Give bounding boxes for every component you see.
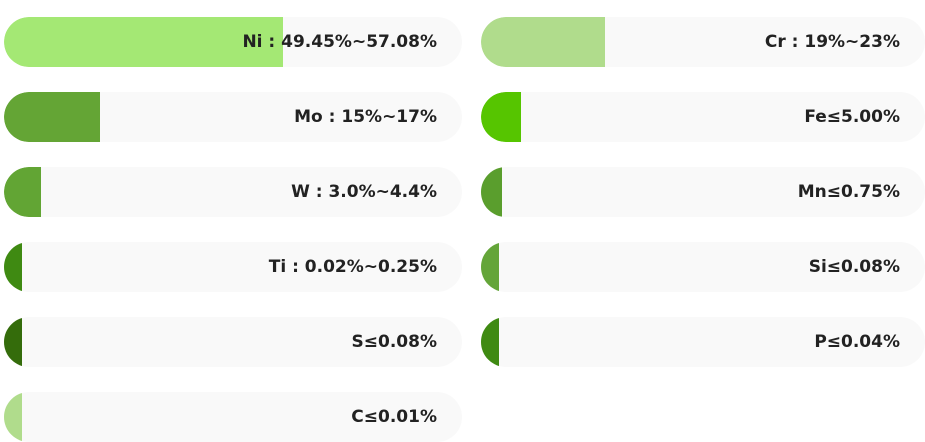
bar-fill bbox=[4, 317, 23, 367]
bar-label: Ni : 49.45%~57.08% bbox=[242, 32, 437, 52]
bar-label: Cr : 19%~23% bbox=[764, 32, 900, 52]
bar-track: Cr : 19%~23% bbox=[481, 17, 925, 67]
bar-track: Mo : 15%~17% bbox=[4, 92, 462, 142]
bar-label: Si≤0.08% bbox=[808, 257, 900, 277]
bar-fill bbox=[481, 17, 606, 67]
bar-fill bbox=[481, 167, 502, 217]
bar-label: Mo : 15%~17% bbox=[294, 107, 437, 127]
bar-track: W : 3.0%~4.4% bbox=[4, 167, 462, 217]
bar-fill bbox=[481, 92, 521, 142]
bar-fill bbox=[4, 92, 101, 142]
bar-fill bbox=[4, 17, 284, 67]
bar-label: Fe≤5.00% bbox=[804, 107, 900, 127]
bar-track: Fe≤5.00% bbox=[481, 92, 925, 142]
bar-track: Si≤0.08% bbox=[481, 242, 925, 292]
bar-label: C≤0.01% bbox=[351, 407, 437, 427]
bar-fill bbox=[4, 392, 23, 442]
bar-track: Ti : 0.02%~0.25% bbox=[4, 242, 462, 292]
bar-track: S≤0.08% bbox=[4, 317, 462, 367]
bar-label: W : 3.0%~4.4% bbox=[291, 182, 437, 202]
bar-track: Mn≤0.75% bbox=[481, 167, 925, 217]
bar-fill bbox=[4, 167, 41, 217]
bar-label: Ti : 0.02%~0.25% bbox=[268, 257, 437, 277]
bar-fill bbox=[481, 317, 499, 367]
bar-track: Ni : 49.45%~57.08% bbox=[4, 17, 462, 67]
bar-label: P≤0.04% bbox=[814, 332, 900, 352]
bar-label: S≤0.08% bbox=[351, 332, 437, 352]
bar-track: P≤0.04% bbox=[481, 317, 925, 367]
bar-label: Mn≤0.75% bbox=[797, 182, 900, 202]
bar-fill bbox=[4, 242, 23, 292]
bar-track: C≤0.01% bbox=[4, 392, 462, 442]
bar-fill bbox=[481, 242, 499, 292]
